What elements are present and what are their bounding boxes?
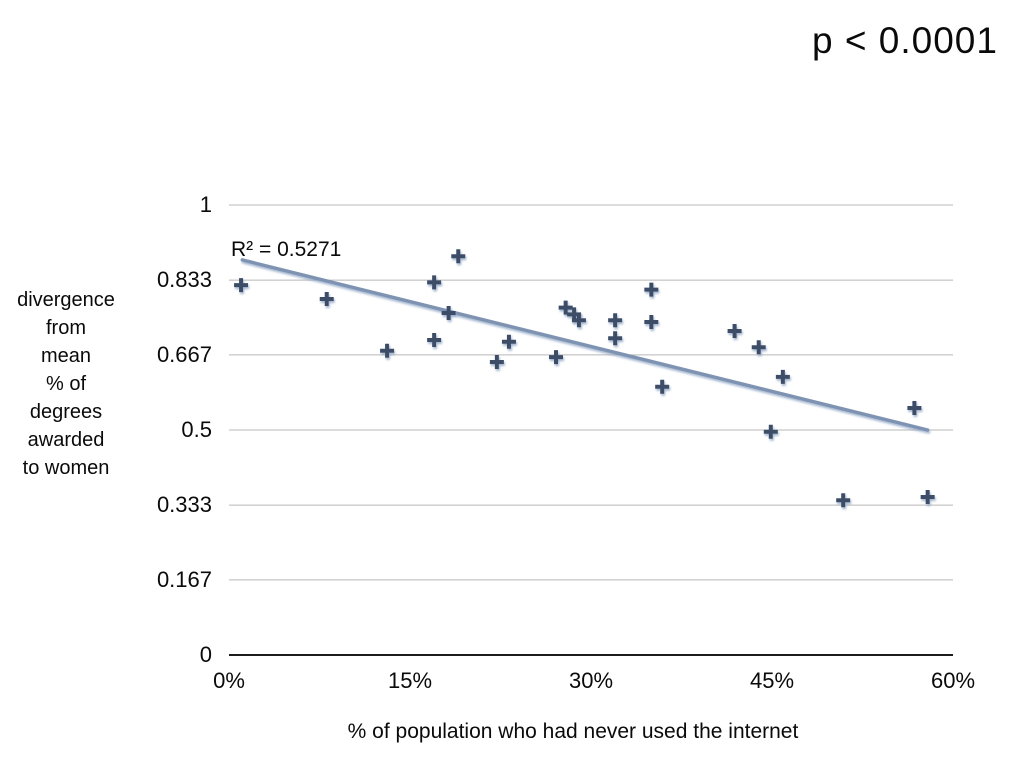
y-axis-title: divergence from mean % of degrees awarde… (17, 289, 115, 479)
y-tick-label: 0.5 (181, 417, 212, 442)
data-point-marker (751, 340, 766, 355)
y-tick-label: 0 (199, 642, 212, 667)
data-point-marker (907, 400, 922, 415)
data-point-marker (644, 282, 659, 297)
data-point-marker (608, 313, 623, 328)
x-axis-title: % of population who had never used the i… (347, 720, 799, 743)
data-point-marker (489, 355, 504, 370)
x-tick-label: 15% (387, 668, 433, 693)
data-point-marker (319, 292, 334, 307)
data-point-marker (451, 249, 466, 264)
data-point-marker (558, 300, 573, 315)
scatter-plot (229, 204, 953, 656)
data-point-marker (644, 315, 659, 329)
y-tick-label: 1 (199, 192, 212, 217)
data-point-marker (501, 334, 516, 349)
y-tick-label: 0.667 (156, 341, 212, 367)
data-point-marker (763, 424, 778, 439)
r-squared-annotation: R² = 0.5271 (231, 238, 342, 261)
data-point-marker (836, 493, 851, 508)
data-point-marker (608, 331, 623, 346)
data-point-marker (727, 324, 742, 338)
x-tick-label: 60% (930, 668, 976, 693)
data-point-marker (427, 275, 442, 290)
data-point-marker (441, 306, 456, 320)
y-tick-label: 0.167 (156, 566, 212, 592)
x-tick-label: 0% (213, 668, 245, 693)
p-value-annotation: p < 0.0001 (812, 20, 998, 61)
x-tick-label: 30% (568, 668, 614, 693)
data-point-marker (380, 343, 395, 358)
data-point-marker (920, 490, 935, 505)
data-point-marker (549, 350, 564, 365)
data-point-marker (655, 379, 670, 394)
x-tick-label: 45% (749, 668, 795, 693)
data-point-marker (775, 369, 790, 384)
data-point-marker (427, 333, 442, 347)
data-point-marker (571, 313, 586, 328)
data-point-marker (234, 278, 249, 293)
trend-line (240, 258, 930, 432)
y-tick-label: 0.833 (156, 267, 212, 293)
y-tick-label: 0.333 (156, 492, 212, 518)
